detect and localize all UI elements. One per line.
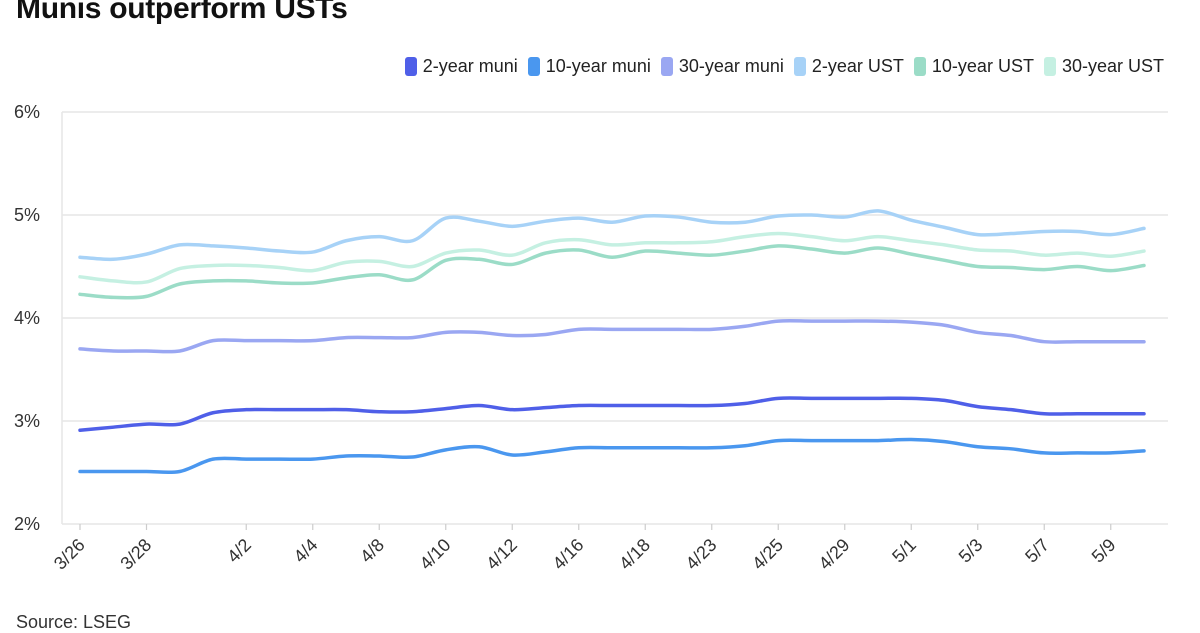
x-tick-label: 4/12 [482, 535, 521, 574]
y-tick-label: 3% [14, 411, 40, 431]
x-tick-label: 4/23 [682, 535, 721, 574]
y-tick-label: 6% [14, 102, 40, 122]
x-tick-label: 4/29 [815, 535, 854, 574]
y-tick-label: 4% [14, 308, 40, 328]
legend-swatch [404, 57, 417, 76]
legend-item-2yr-muni: 2-year muni [404, 56, 518, 77]
x-tick-label: 4/18 [615, 535, 654, 574]
x-tick-label: 4/4 [290, 535, 322, 567]
legend-label: 2-year muni [422, 56, 518, 76]
legend-label: 30-year UST [1061, 56, 1164, 76]
legend-swatch [660, 57, 673, 76]
x-tick-label: 4/16 [549, 535, 588, 574]
legend-label: 30-year muni [678, 56, 784, 76]
y-tick-label: 2% [14, 514, 40, 534]
x-tick-label: 3/26 [50, 535, 89, 574]
series-line-10-year-ust [78, 244, 1146, 300]
series-line-30-year-ust [78, 231, 1146, 285]
legend-item-2yr-ust: 2-year UST [793, 56, 904, 77]
x-tick-label: 4/10 [416, 535, 455, 574]
legend-label: 10-year muni [545, 56, 651, 76]
legend-item-30yr-ust: 30-year UST [1043, 56, 1164, 77]
series-line-2-year-muni [78, 396, 1146, 433]
x-tick-label: 4/8 [356, 535, 388, 567]
series-line-10-year-muni [78, 437, 1146, 475]
y-tick-label: 5% [14, 205, 40, 225]
x-tick-label: 5/7 [1021, 535, 1053, 567]
legend-item-10yr-muni: 10-year muni [527, 56, 651, 77]
x-tick-label: 3/28 [116, 535, 155, 574]
x-tick-label: 4/25 [748, 535, 787, 574]
legend-swatch [1043, 57, 1056, 76]
x-tick-label: 5/1 [888, 535, 920, 567]
legend-item-10yr-ust: 10-year UST [913, 56, 1034, 77]
chart-title: Munis outperform USTs [16, 0, 348, 25]
chart-legend: 2-year muni 10-year muni 30-year muni 2-… [404, 56, 1164, 77]
series-line-30-year-muni [78, 318, 1146, 354]
legend-label: 10-year UST [931, 56, 1034, 76]
source-note: Source: LSEG [16, 612, 132, 632]
legend-swatch [913, 57, 926, 76]
x-tick-label: 5/9 [1088, 535, 1120, 567]
x-tick-label: 5/3 [955, 535, 987, 567]
x-tick-label: 4/2 [223, 535, 255, 567]
legend-swatch [527, 57, 540, 76]
legend-swatch [793, 57, 806, 76]
legend-item-30yr-muni: 30-year muni [660, 56, 784, 77]
series-line-2-year-ust [78, 209, 1146, 262]
legend-label: 2-year UST [811, 56, 904, 76]
